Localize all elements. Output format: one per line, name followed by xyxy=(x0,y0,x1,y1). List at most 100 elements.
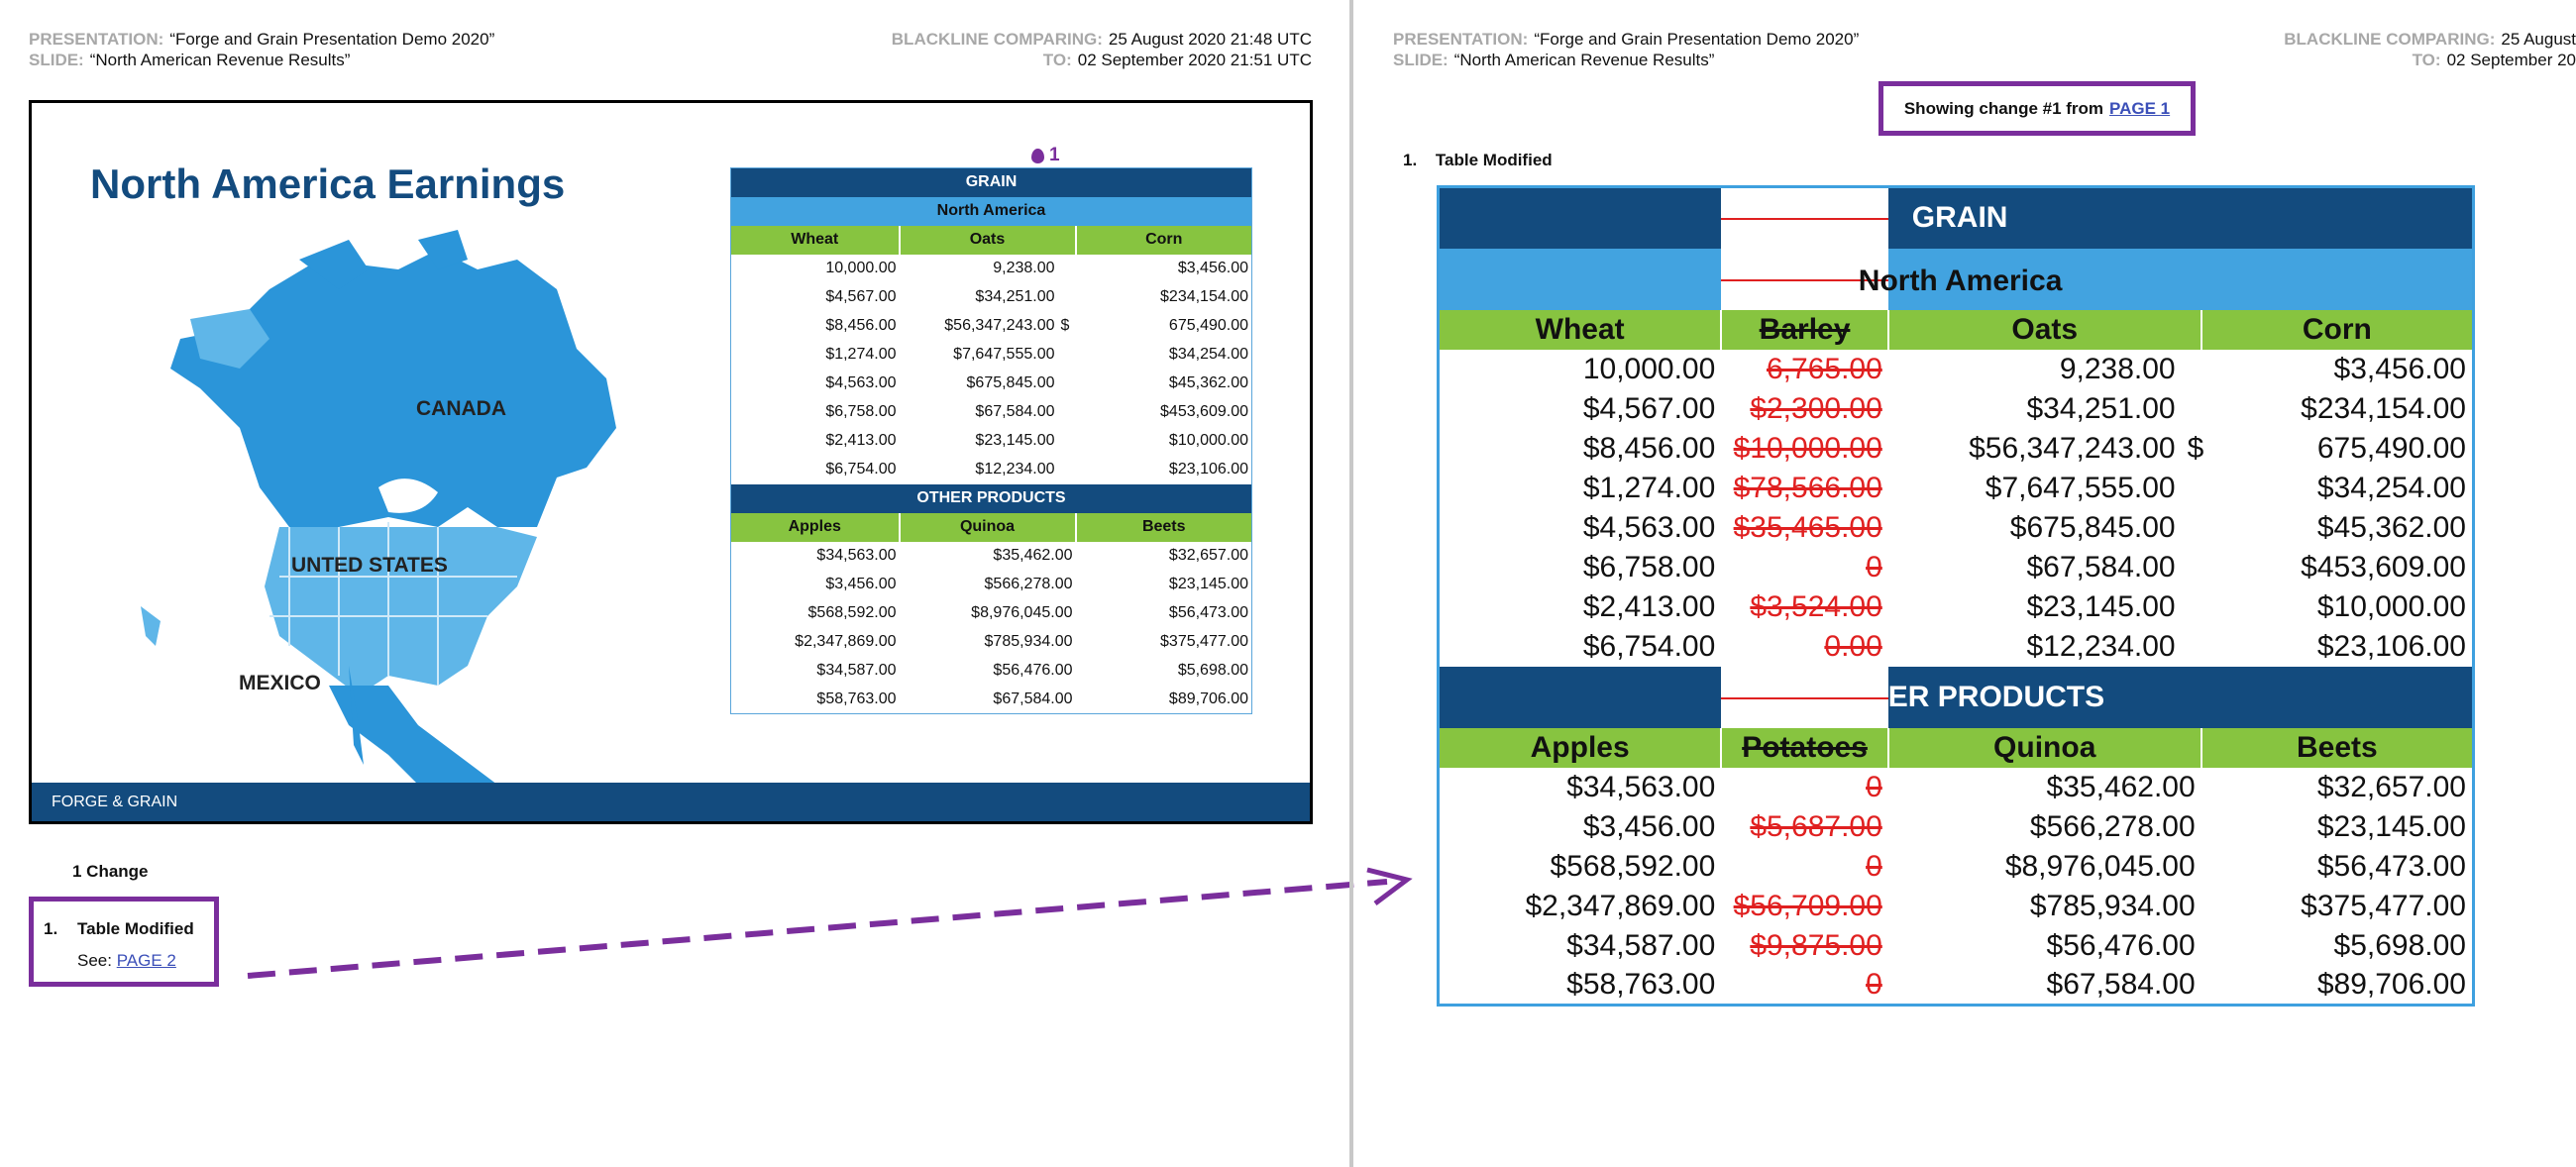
deleted-cell: $10,000.00 xyxy=(1733,431,1882,465)
compare-key: BLACKLINE COMPARING: xyxy=(891,30,1103,49)
deleted-cell: $9,875.00 xyxy=(1750,928,1882,962)
other-header-row: Apples Potatoes Quinoa Beets xyxy=(1438,727,2474,768)
table-row: 10,000.00 6,765.00 9,238.00 $3,456.00 xyxy=(1439,350,2474,389)
deleted-cell: $5,687.00 xyxy=(1750,809,1882,843)
presentation-key: PRESENTATION: xyxy=(1393,30,1529,49)
table-row: $6,754.00 0.00 $12,234.00 $23,106.00 xyxy=(1439,627,2474,667)
table-cell xyxy=(1058,370,1076,398)
table-cell: $56,473.00 xyxy=(2316,849,2466,883)
left-compare-line: BLACKLINE COMPARING: 25 August 2020 21:48… xyxy=(773,30,1312,50)
table-cell: $234,154.00 xyxy=(1160,288,1248,305)
table-row: $4,563.00 $675,845.00 $45,362.00 xyxy=(731,370,1252,398)
table-cell: $453,609.00 xyxy=(2301,550,2466,584)
table-row: $58,763.00 0 $67,584.00 $89,706.00 xyxy=(1439,966,2474,1006)
table-cell: $67,584.00 xyxy=(975,403,1055,420)
change-count: 1 Change xyxy=(72,862,149,881)
table-cell: $6,754.00 xyxy=(825,461,897,477)
table-cell xyxy=(1058,398,1076,427)
table-cell: $34,563.00 xyxy=(1566,770,1716,803)
band-cell xyxy=(1438,248,1722,310)
table-row: $34,563.00 0 $35,462.00 $32,657.00 xyxy=(1439,768,2474,807)
deleted-cell: $2,300.00 xyxy=(1750,391,1882,425)
table-row: $2,347,869.00 $785,934.00 $375,477.00 xyxy=(731,628,1252,657)
to-value: 02 September 20 xyxy=(2446,51,2576,69)
table-cell xyxy=(2182,587,2201,627)
table-cell: $234,154.00 xyxy=(2301,391,2466,425)
table-cell: $23,145.00 xyxy=(2316,809,2466,843)
table-cell: 9,238.00 xyxy=(993,260,1055,276)
change-item-number: 1. xyxy=(44,919,58,938)
table-cell: $675,845.00 xyxy=(2009,510,2176,544)
change-item-title: Table Modified xyxy=(77,919,194,938)
deleted-cell: $35,465.00 xyxy=(1733,510,1882,544)
table-row: $3,456.00 $566,278.00 $23,145.00 xyxy=(731,571,1252,599)
table-cell: $23,145.00 xyxy=(975,432,1055,449)
table-row: $6,758.00 0 $67,584.00 $453,609.00 xyxy=(1439,548,2474,587)
deleted-cell: 0.00 xyxy=(1824,629,1882,663)
see-page-link[interactable]: PAGE 2 xyxy=(116,951,176,970)
column-header: Oats xyxy=(898,225,1076,255)
table-cell: $67,584.00 xyxy=(2046,967,2196,1001)
right-presentation-line: PRESENTATION: “Forge and Grain Presentati… xyxy=(1393,30,1859,50)
table-row: $34,563.00 $35,462.00 $32,657.00 xyxy=(731,542,1252,571)
table-cell: 675,490.00 xyxy=(1168,317,1248,334)
table-cell: 675,490.00 xyxy=(2316,431,2466,465)
slide-preview: North America Earnings CANADA UNTED STAT… xyxy=(29,100,1313,824)
map-label-canada: CANADA xyxy=(416,397,506,420)
pane-divider xyxy=(1349,0,1353,1167)
to-key: TO: xyxy=(2412,51,2441,69)
right-compare-line: BLACKLINE COMPARING: 25 August xyxy=(2140,30,2576,50)
slide-value: “North American Revenue Results” xyxy=(89,51,351,69)
table-cell: $23,145.00 xyxy=(2026,589,2176,623)
table-cell: $3,456.00 xyxy=(825,576,897,592)
table-row: $6,758.00 $67,584.00 $453,609.00 xyxy=(731,398,1252,427)
deleted-column-band xyxy=(1721,186,1889,249)
table-cell: $785,934.00 xyxy=(2029,889,2196,922)
compare-value: 25 August 2020 21:48 UTC xyxy=(1108,30,1312,49)
table-cell: $6,758.00 xyxy=(825,403,897,420)
table-cell: $2,347,869.00 xyxy=(795,633,897,650)
table-cell: $56,347,243.00 xyxy=(1969,431,2176,465)
presentation-value: “Forge and Grain Presentation Demo 2020” xyxy=(169,30,495,49)
blackline-table: GRAIN North America Wheat Barley Oats Co… xyxy=(1437,185,2475,1007)
table-cell: $32,657.00 xyxy=(2316,770,2466,803)
grain-header-row: Wheat Oats Corn xyxy=(730,225,1252,255)
table-row: $4,563.00 $35,465.00 $675,845.00 $45,362.00 xyxy=(1439,508,2474,548)
table-row: $2,413.00 $23,145.00 $10,000.00 xyxy=(731,427,1252,456)
table-cell: $67,584.00 xyxy=(2026,550,2176,584)
column-header: Wheat xyxy=(1438,309,1722,350)
band-cell xyxy=(1438,666,1722,728)
table-cell: $1,274.00 xyxy=(1582,471,1716,504)
table-cell: $34,587.00 xyxy=(816,662,897,679)
change-marker-pin-icon xyxy=(1031,148,1044,163)
table-cell xyxy=(2182,350,2201,389)
column-header: Beets xyxy=(2200,727,2474,768)
table-cell: $8,976,045.00 xyxy=(971,604,1073,621)
right-to-line: TO: 02 September 20 xyxy=(2140,51,2576,70)
change-marker[interactable]: 1 xyxy=(1031,145,1060,166)
table-cell: $89,706.00 xyxy=(1168,690,1248,707)
change-item-callout[interactable]: 1. Table Modified See: PAGE 2 xyxy=(29,897,219,987)
table-cell: $89,706.00 xyxy=(2316,967,2466,1001)
table-cell: $12,234.00 xyxy=(2026,629,2176,663)
table-cell: $3,456.00 xyxy=(2333,352,2466,385)
left-to-line: TO: 02 September 2020 21:51 UTC xyxy=(773,51,1312,70)
table-cell: 10,000.00 xyxy=(1582,352,1716,385)
table-cell: $58,763.00 xyxy=(816,690,897,707)
showing-page-link[interactable]: PAGE 1 xyxy=(2109,98,2171,118)
band-cell xyxy=(1438,186,1722,249)
column-header: Apples xyxy=(730,512,900,542)
change-item-see: See: PAGE 2 xyxy=(77,951,176,971)
table-cell: $34,254.00 xyxy=(1168,346,1248,363)
table-cell: $35,462.00 xyxy=(2046,770,2196,803)
column-header: Oats xyxy=(1886,309,2201,350)
table-row: $568,592.00 0 $8,976,045.00 $56,473.00 xyxy=(1439,847,2474,887)
right-change-number: 1. xyxy=(1403,151,1418,169)
grain-band: GRAIN xyxy=(1887,186,2474,249)
other-products-band: OTHER PRODUCTS xyxy=(730,483,1252,513)
grain-band: GRAIN xyxy=(730,167,1252,197)
slide-title: North America Earnings xyxy=(90,160,566,207)
table-cell: $ xyxy=(1060,317,1070,334)
showing-label: Showing change #1 from xyxy=(1903,98,2104,118)
table-cell: $8,456.00 xyxy=(1582,431,1716,465)
